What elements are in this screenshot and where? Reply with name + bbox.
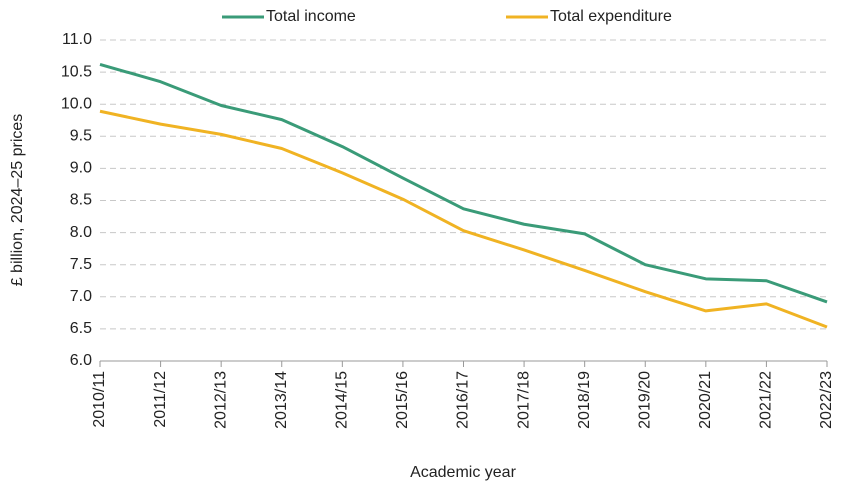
y-tick-label: 10.0: [61, 95, 92, 112]
x-tick-label: 2014/15: [334, 371, 351, 429]
line-series: [99, 109, 828, 329]
x-tick-label: 2011/12: [152, 371, 169, 428]
x-tick-label: 2016/17: [455, 371, 472, 429]
x-tick-label: 2022/23: [818, 371, 835, 429]
y-axis-label: £ billion, 2024–25 prices: [9, 114, 26, 287]
x-tick-label: 2018/19: [576, 371, 593, 429]
legend-label: Total expenditure: [550, 8, 672, 25]
y-tick-label: 7.0: [70, 288, 92, 305]
y-tick-label: 9.0: [70, 160, 92, 177]
y-tick-label: 8.0: [70, 224, 92, 241]
legend-label: Total income: [266, 8, 356, 25]
y-tick-label: 10.5: [61, 63, 92, 80]
y-tick-label: 6.0: [70, 352, 92, 369]
x-tick-label: 2010/11: [91, 371, 108, 428]
y-tick-label: 11.0: [62, 31, 92, 48]
x-tick-label: 2013/14: [273, 371, 290, 429]
x-tick-label: 2019/20: [636, 371, 653, 429]
x-axis-label: Academic year: [410, 464, 516, 481]
line-series: [99, 62, 828, 304]
y-tick-label: 6.5: [70, 320, 92, 337]
y-tick-label: 9.5: [70, 128, 92, 145]
x-tick-label: 2021/22: [758, 371, 775, 429]
x-tick-label: 2020/21: [697, 371, 714, 429]
x-tick-label: 2017/18: [515, 371, 532, 429]
y-tick-label: 8.5: [70, 192, 92, 209]
x-tick-label: 2015/16: [394, 371, 411, 429]
x-tick-label: 2012/13: [212, 371, 229, 429]
y-tick-label: 7.5: [70, 256, 92, 273]
